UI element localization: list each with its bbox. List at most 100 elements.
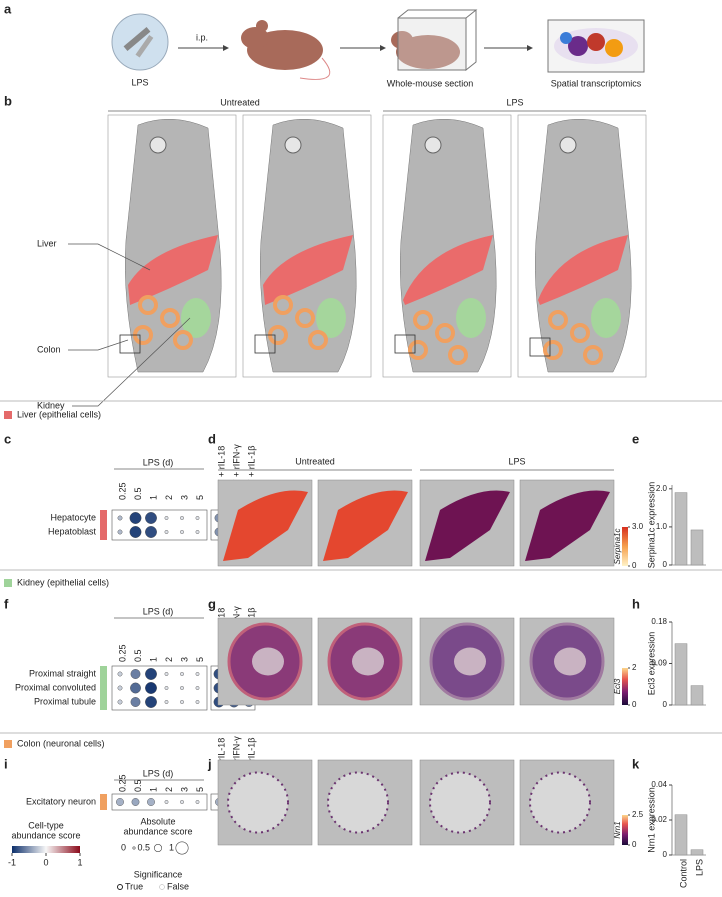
lps-box (111, 665, 208, 711)
y-tick-label: 1.0 (656, 522, 668, 531)
y-tick-label: 0.18 (651, 617, 667, 626)
colorbar-label: 2 (632, 663, 637, 672)
colon-crypt (429, 771, 491, 834)
colorbar-label: 0 (632, 561, 637, 570)
liver-expression (525, 490, 610, 561)
sig-key (159, 884, 165, 890)
colon (543, 340, 563, 360)
gene-label: Serpina1c (613, 528, 622, 564)
panel-label: j (207, 756, 212, 771)
legend-title: Cell-type (28, 820, 64, 830)
timepoint-label: 3 (179, 495, 189, 500)
spatial-slide (547, 19, 645, 73)
zoom-box (119, 334, 141, 354)
lps-dish (111, 13, 169, 71)
dot (164, 516, 169, 520)
zoom-box (394, 334, 416, 354)
leader (68, 243, 151, 271)
colon (548, 310, 568, 330)
colon (448, 345, 468, 365)
dot (195, 700, 200, 704)
dot (164, 700, 169, 704)
sig-label: False (167, 881, 189, 891)
timepoint-label: 0.25 (117, 644, 127, 662)
y-axis-label: Ecl3 expression (646, 632, 656, 696)
score-tick-label: -1 (8, 857, 16, 867)
panel-label: g (208, 596, 216, 611)
colorbar (622, 668, 628, 705)
liver (128, 235, 218, 305)
y-tick-label: 0.09 (651, 659, 667, 668)
timepoint-label: 5 (195, 787, 205, 792)
timepoint-label: 3 (179, 787, 189, 792)
kidney (591, 298, 621, 338)
y-tick-label: 2.0 (656, 484, 668, 493)
kidney (316, 298, 346, 338)
group-label: LPS (506, 97, 523, 107)
score-tick-label: 1 (77, 857, 82, 867)
gene-label: Nrn1 (613, 821, 622, 838)
x-tick-label: Control (678, 859, 688, 888)
legend-title: Absolute (140, 816, 175, 826)
panel-label: k (632, 756, 640, 771)
leader (68, 339, 129, 351)
dot (195, 686, 200, 690)
panel-label: h (632, 596, 640, 611)
dot (164, 686, 169, 690)
step-label: Spatial transcriptomics (551, 78, 642, 88)
colon (160, 308, 180, 328)
panel-label: c (4, 431, 11, 446)
size-tick-label: 1 (169, 842, 174, 852)
step-label: i.p. (196, 32, 208, 42)
legend-title: abundance score (123, 826, 192, 836)
dot (145, 696, 157, 708)
size-key (175, 841, 189, 855)
y-tick-label: 0.02 (651, 815, 667, 824)
zoom-box (529, 337, 551, 357)
group-label: Untreated (295, 456, 335, 466)
dot (130, 669, 141, 679)
y-tick-label: 0 (663, 560, 668, 569)
dot (164, 672, 169, 676)
dot (117, 699, 123, 705)
dot (117, 515, 123, 521)
gene-label: Ecl3 (613, 678, 622, 694)
dot (117, 685, 123, 691)
dot (116, 798, 124, 806)
dotplot-title: LPS (d) (143, 457, 174, 467)
dot (195, 530, 200, 534)
dot (180, 516, 184, 520)
organ-label: Kidney (37, 400, 65, 410)
timepoint-label: 1 (148, 787, 158, 792)
colorbar-label: 0 (632, 840, 637, 849)
dot (145, 668, 157, 680)
dot (180, 800, 184, 804)
colon (295, 308, 315, 328)
timepoint-label: 0.25 (117, 774, 127, 792)
dotplot-title: LPS (d) (143, 606, 174, 616)
dot (180, 672, 184, 676)
kidney (456, 298, 486, 338)
liver-expression (223, 490, 308, 561)
dot (195, 516, 200, 520)
legend-title: abundance score (11, 830, 80, 840)
timepoint-label: 1 (148, 657, 158, 662)
colon (173, 330, 193, 350)
panel-label: e (632, 431, 639, 446)
kidney-core (554, 647, 586, 676)
dot (195, 672, 200, 676)
dot (180, 700, 184, 704)
cell-class-strip (100, 510, 107, 540)
mouse (241, 20, 331, 80)
timepoint-label: 0.5 (133, 779, 143, 792)
colon-crypt (327, 771, 389, 834)
cell-class-strip (100, 666, 107, 710)
dot (117, 671, 123, 677)
dot (180, 686, 184, 690)
y-tick-label: 0 (663, 700, 668, 709)
dot (147, 798, 155, 806)
dot (130, 697, 141, 707)
dot (130, 682, 141, 694)
timepoint-label: 2 (164, 495, 174, 500)
